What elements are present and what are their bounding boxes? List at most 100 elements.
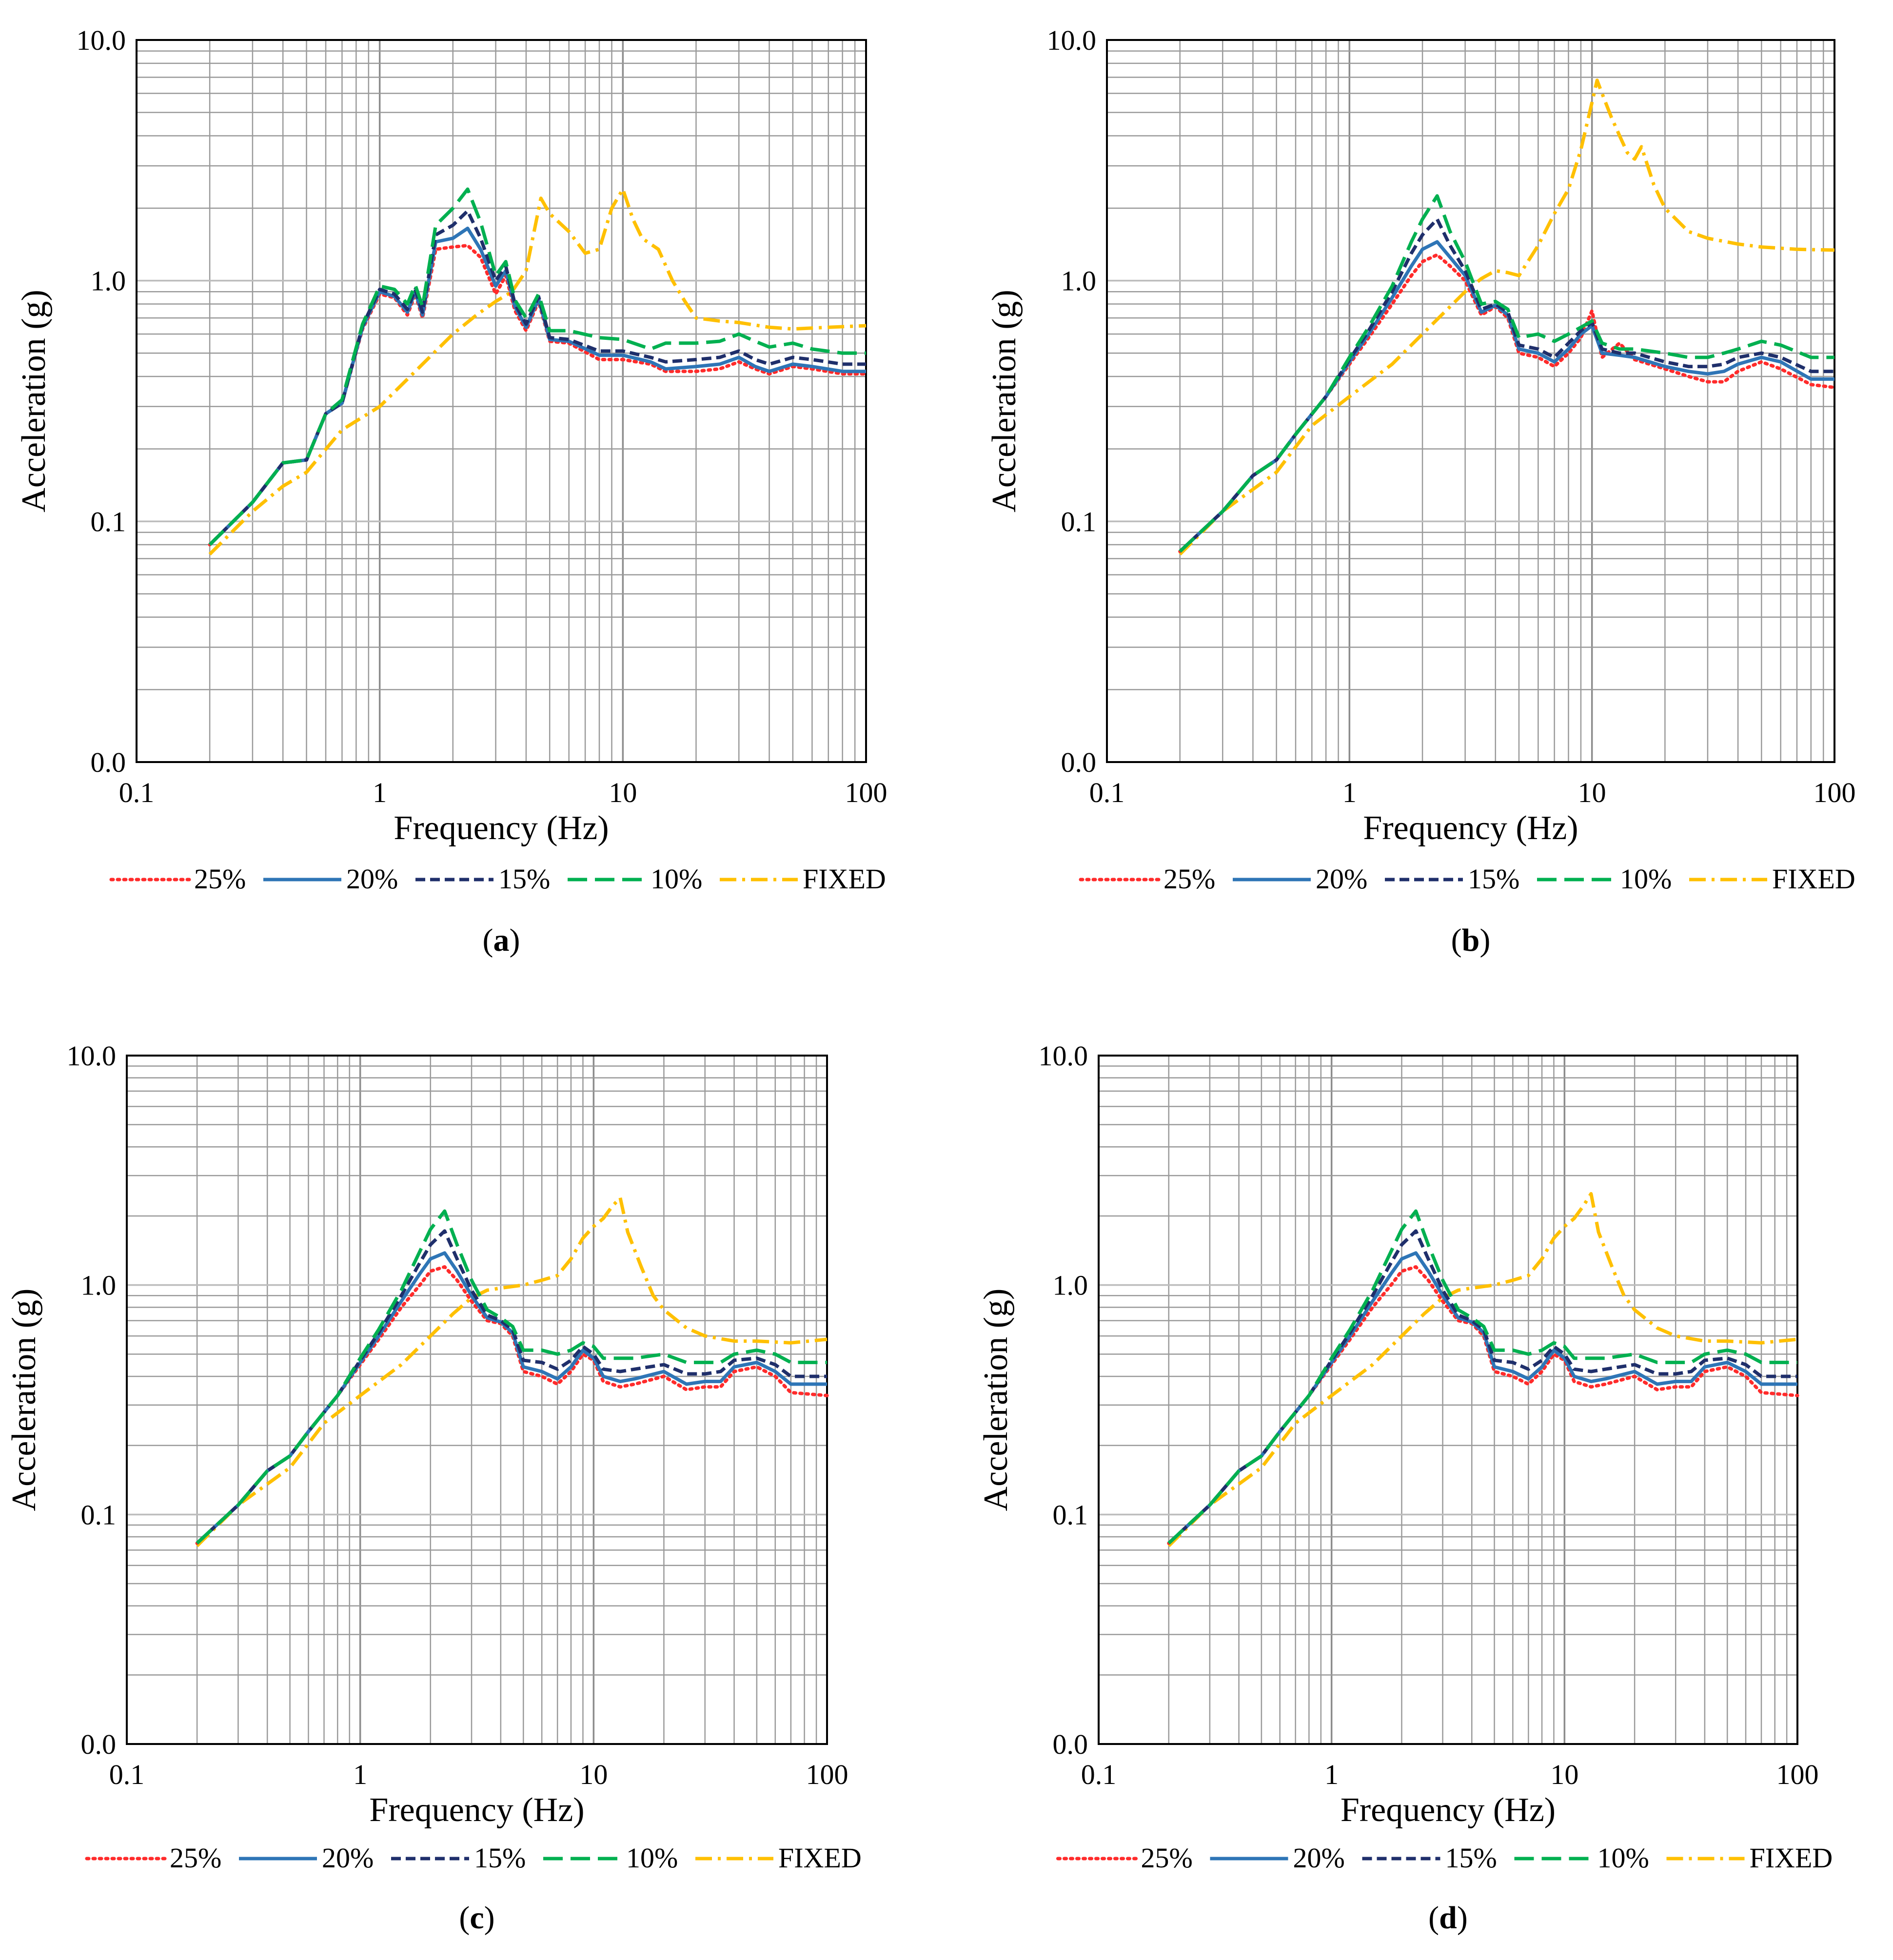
legend-label: 20% xyxy=(1316,863,1367,895)
x-tick-label: 100 xyxy=(1776,1759,1819,1790)
x-axis-title: Frequency (Hz) xyxy=(1363,809,1578,847)
legend-label: FIXED xyxy=(803,863,886,895)
legend-label: 10% xyxy=(1597,1842,1649,1874)
legend-label: 10% xyxy=(1620,863,1672,895)
x-tick-label: 0.1 xyxy=(119,777,155,808)
series-line-fixed xyxy=(1179,78,1835,556)
legend-label: 25% xyxy=(170,1842,221,1874)
plot-frame xyxy=(136,39,867,763)
y-tick-label: 1.0 xyxy=(91,265,126,297)
x-tick-label: 10 xyxy=(1550,1759,1578,1790)
y-axis-title: Acceleration (g) xyxy=(986,290,1023,512)
series-line-25pct xyxy=(208,244,868,547)
panel-label: (d) xyxy=(1428,1900,1468,1936)
series-line-15pct xyxy=(208,209,866,546)
series-line-fixed xyxy=(208,187,867,556)
x-tick-label: 1 xyxy=(1324,1759,1339,1790)
series-lines xyxy=(1167,1192,1799,1548)
legend-label: FIXED xyxy=(1772,863,1855,895)
x-tick-label: 1 xyxy=(1342,777,1357,808)
y-tick-label: 1.0 xyxy=(1053,1270,1088,1301)
x-tick-label: 0.1 xyxy=(109,1759,145,1790)
y-axis-title: Acceleration (g) xyxy=(15,290,53,512)
x-tick-label: 100 xyxy=(806,1759,848,1790)
legend-label: 20% xyxy=(322,1842,374,1874)
x-tick-label: 10 xyxy=(1578,777,1606,808)
legend-label: 10% xyxy=(626,1842,678,1874)
series-line-10pct xyxy=(208,187,866,546)
series-lines xyxy=(195,1196,829,1548)
y-tick-label: 10.0 xyxy=(1047,24,1097,56)
y-tick-label: 10.0 xyxy=(77,24,126,56)
series-line-15pct xyxy=(1179,217,1834,553)
y-tick-label: 1.0 xyxy=(81,1270,117,1301)
series-line-10pct xyxy=(196,1209,827,1545)
series-line-10pct xyxy=(1179,194,1834,553)
legend: 25% 20% 15% 10% FIXED xyxy=(1079,863,1855,895)
legend-label: FIXED xyxy=(1750,1842,1833,1874)
plot-frame xyxy=(1098,1055,1798,1745)
legend-label: 20% xyxy=(1293,1842,1345,1874)
panel-label: (a) xyxy=(483,922,520,958)
x-tick-label: 0.1 xyxy=(1081,1759,1117,1790)
legend: 25% 20% 15% 10% FIXED xyxy=(1056,1842,1833,1874)
x-tick-label: 10 xyxy=(609,777,637,808)
x-tick-label: 1 xyxy=(353,1759,367,1790)
legend: 25% 20% 15% 10% FIXED xyxy=(85,1842,862,1874)
legend-label: 15% xyxy=(1445,1842,1497,1874)
legend-label: 10% xyxy=(651,863,702,895)
y-tick-label: 0.0 xyxy=(1053,1728,1088,1760)
series-line-15pct xyxy=(196,1229,827,1545)
y-tick-label: 0.1 xyxy=(1061,506,1097,537)
x-tick-label: 1 xyxy=(373,777,387,808)
panel-label: (c) xyxy=(459,1900,494,1936)
legend: 25% 20% 15% 10% FIXED xyxy=(109,863,886,895)
legend-label: 15% xyxy=(474,1842,526,1874)
y-tick-label: 0.0 xyxy=(81,1728,117,1760)
plot-frame xyxy=(126,1055,828,1745)
legend-label: FIXED xyxy=(778,1842,862,1874)
legend-label: 25% xyxy=(1163,863,1215,895)
series-line-20pct xyxy=(1167,1251,1797,1545)
x-axis-title: Frequency (Hz) xyxy=(369,1791,584,1829)
y-tick-label: 0.0 xyxy=(91,746,126,778)
legend-label: 15% xyxy=(498,863,550,895)
y-tick-label: 10.0 xyxy=(67,1040,117,1072)
x-tick-label: 100 xyxy=(1814,777,1856,808)
legend-label: 15% xyxy=(1468,863,1519,895)
gridlines xyxy=(1098,1056,1797,1745)
x-axis-title: Frequency (Hz) xyxy=(1341,1791,1556,1829)
series-line-20pct xyxy=(208,226,866,546)
series-line-25pct xyxy=(1178,253,1836,553)
x-tick-label: 10 xyxy=(579,1759,608,1790)
gridlines xyxy=(126,1056,827,1745)
y-tick-label: 1.0 xyxy=(1061,265,1097,297)
panel-label: (b) xyxy=(1451,922,1491,958)
y-tick-label: 0.1 xyxy=(1053,1499,1088,1530)
series-lines xyxy=(1178,78,1836,556)
legend-label: 25% xyxy=(1141,1842,1193,1874)
plot-frame xyxy=(1106,39,1835,763)
y-tick-label: 10.0 xyxy=(1039,1040,1088,1072)
y-tick-label: 0.0 xyxy=(1061,746,1097,778)
y-tick-label: 0.1 xyxy=(91,506,126,537)
y-tick-label: 0.1 xyxy=(81,1499,117,1530)
series-line-20pct xyxy=(196,1251,827,1545)
legend-label: 20% xyxy=(346,863,398,895)
x-axis-title: Frequency (Hz) xyxy=(394,809,609,847)
gridlines xyxy=(1106,40,1834,763)
series-line-10pct xyxy=(1167,1209,1797,1545)
gridlines xyxy=(136,40,866,763)
series-lines xyxy=(208,187,868,556)
y-axis-title: Acceleration (g) xyxy=(5,1289,43,1511)
x-tick-label: 0.1 xyxy=(1089,777,1125,808)
legend-label: 25% xyxy=(194,863,246,895)
